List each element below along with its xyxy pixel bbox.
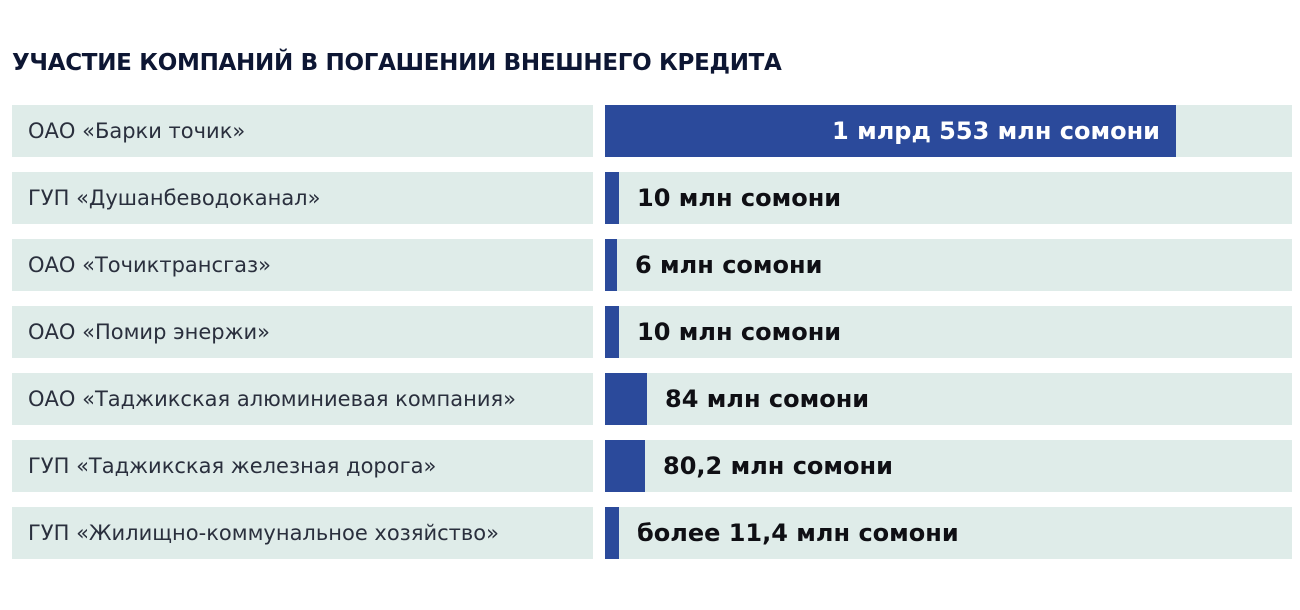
bar-track: 80,2 млн сомони — [605, 440, 1292, 492]
bar-track: 6 млн сомони — [605, 239, 1292, 291]
value-label: 80,2 млн сомони — [663, 452, 893, 480]
bar — [605, 373, 647, 425]
chart-row: ГУП «Таджикская железная дорога» 80,2 млн… — [12, 440, 1292, 492]
bar — [605, 105, 1176, 157]
chart-row: ОАО «Барки точик» 1 млрд 553 млн сомони — [12, 105, 1292, 157]
value-label: 84 млн сомони — [665, 385, 870, 413]
value-label: более 11,4 млн сомони — [637, 519, 959, 547]
category-label: ОАО «Точиктрансгаз» — [12, 239, 593, 291]
bar-track: 84 млн сомони — [605, 373, 1292, 425]
bar — [605, 507, 619, 559]
chart-row: ГУП «Душанбеводоканал» 10 млн сомони — [12, 172, 1292, 224]
category-label: ОАО «Барки точик» — [12, 105, 593, 157]
bar — [605, 239, 617, 291]
bar — [605, 306, 619, 358]
chart-title: УЧАСТИЕ КОМПАНИЙ В ПОГАШЕНИИ ВНЕШНЕГО КР… — [12, 50, 782, 76]
category-label: ОАО «Таджикская алюминиевая компания» — [12, 373, 593, 425]
bar — [605, 172, 619, 224]
bar-track: 10 млн сомони — [605, 172, 1292, 224]
bar-track: более 11,4 млн сомони — [605, 507, 1292, 559]
value-label: 10 млн сомони — [637, 184, 842, 212]
chart-row: ОАО «Точиктрансгаз» 6 млн сомони — [12, 239, 1292, 291]
chart-row: ОАО «Таджикская алюминиевая компания» 84 … — [12, 373, 1292, 425]
category-label: ГУП «Жилищно-коммунальное хозяйство» — [12, 507, 593, 559]
chart-rows: ОАО «Барки точик» 1 млрд 553 млн сомони ГУ… — [12, 105, 1292, 574]
value-label: 10 млн сомони — [637, 318, 842, 346]
value-label: 1 млрд 553 млн сомони — [832, 117, 1160, 145]
chart-row: ГУП «Жилищно-коммунальное хозяйство» боле… — [12, 507, 1292, 559]
bar-track: 10 млн сомони — [605, 306, 1292, 358]
category-label: ГУП «Душанбеводоканал» — [12, 172, 593, 224]
bar-track: 1 млрд 553 млн сомони — [605, 105, 1292, 157]
category-label: ГУП «Таджикская железная дорога» — [12, 440, 593, 492]
value-label: 6 млн сомони — [635, 251, 823, 279]
category-label: ОАО «Помир энержи» — [12, 306, 593, 358]
chart-row: ОАО «Помир энержи» 10 млн сомони — [12, 306, 1292, 358]
bar — [605, 440, 645, 492]
